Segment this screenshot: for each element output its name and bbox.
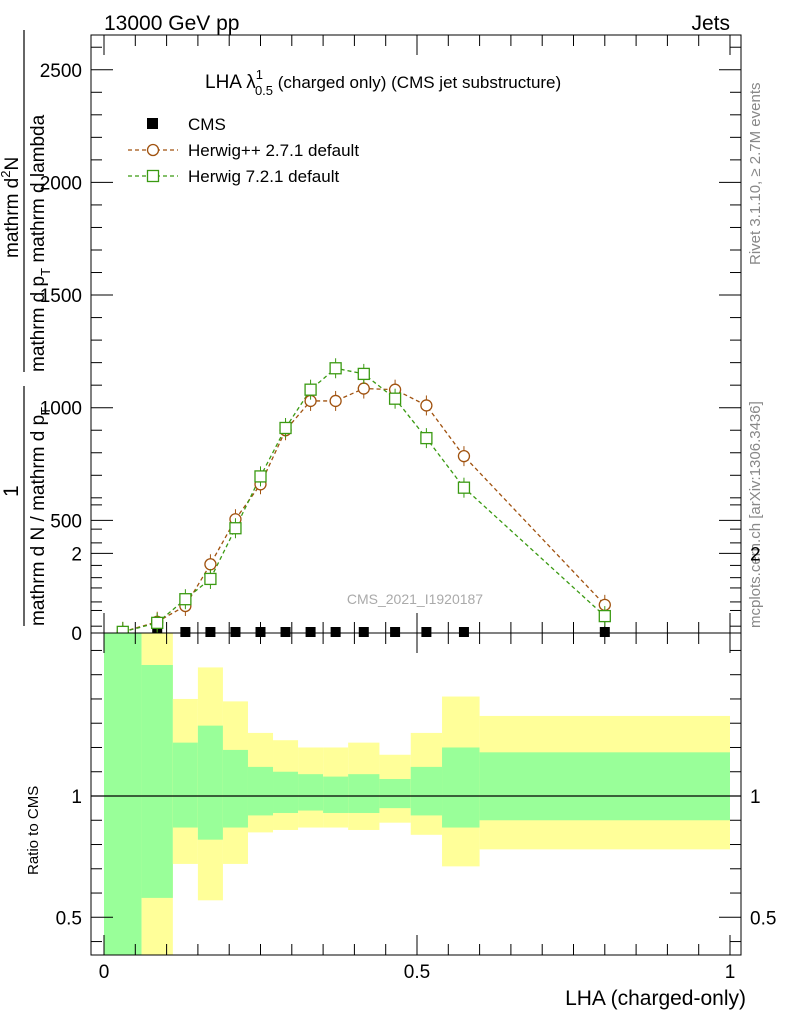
- legend-cms-label: CMS: [188, 115, 226, 134]
- cms-data-point: [358, 627, 369, 637]
- ratio-y-tick-label-right: 0.5: [750, 908, 776, 929]
- herwig7-data-point: [304, 383, 317, 396]
- ratio-inner-band: [348, 774, 380, 813]
- main-plot-title: LHA λ1 0.5 (charged only) (CMS jet substr…: [205, 67, 561, 98]
- cms-data-point: [599, 627, 610, 637]
- ratio-bands: [91, 633, 741, 955]
- ratio-inner-band: [410, 766, 443, 816]
- ylabel-numerator-n: N: [2, 157, 23, 171]
- main-y-tick-label: 500: [50, 511, 82, 532]
- ylabel-one: 1: [0, 485, 23, 497]
- x-tick-label: 0: [99, 962, 110, 983]
- series-line: [122, 387, 606, 633]
- cms-data-point: [255, 627, 266, 637]
- ylabel-numerator-d: mathrm d: [2, 178, 23, 258]
- analysis-watermark: CMS_2021_I1920187: [347, 591, 483, 607]
- cms-data-point: [180, 627, 191, 637]
- herwig7-data-point: [229, 522, 242, 535]
- ylabel-numerator-dlambda: mathrm d lambda: [28, 114, 49, 268]
- x-tick-label: 1: [725, 962, 736, 983]
- herwig7-data-point: [457, 481, 471, 494]
- cms-data-point: [230, 627, 241, 637]
- ratio-inner-band: [479, 752, 730, 821]
- ylabel-denominator-main: mathrm d N / mathrm d p: [28, 415, 49, 626]
- title-prefix: LHA λ: [205, 72, 256, 93]
- ratio-y-tick-label-right: 1: [750, 787, 761, 808]
- title-superscript: 1: [256, 67, 263, 82]
- ylabel-numerator-dp: mathrm d p: [28, 276, 49, 372]
- energy-label: 13000 GeV pp: [104, 12, 239, 35]
- herwigpp-data-point: [329, 394, 342, 408]
- cms-data-point: [205, 627, 216, 637]
- herwig7-data-point: [279, 421, 292, 435]
- ratio-y-axis-label: Ratio to CMS: [25, 786, 42, 875]
- ratio-inner-band: [323, 776, 349, 813]
- legend-herwigpp-marker: [146, 143, 160, 157]
- herwig7-data-point: [151, 616, 164, 630]
- herwigpp-data-point: [457, 449, 471, 463]
- ylabel-numerator-part1: mathrm d2N: [0, 157, 23, 258]
- herwig7-data-point: [357, 367, 370, 381]
- ratio-inner-band: [222, 749, 248, 828]
- legend-herwig7-label: Herwig 7.2.1 default: [188, 167, 339, 186]
- x-tick-label: 0.5: [404, 962, 430, 983]
- jets-label: Jets: [691, 12, 730, 35]
- title-subscript: 0.5: [255, 83, 273, 98]
- ratio-inner-band: [141, 664, 173, 898]
- main-y-tick-label: 0: [71, 624, 82, 645]
- ratio-plot-frame: [90, 632, 742, 956]
- herwig7-data-point: [598, 609, 611, 623]
- title-suffix: (charged only) (CMS jet substructure): [273, 73, 561, 92]
- main-plot-frame: [90, 34, 742, 634]
- ratio-y-tick-label: 2: [71, 544, 82, 565]
- cms-data-point: [458, 627, 469, 637]
- ratio-inner-band: [379, 779, 411, 809]
- x-axis-label: LHA (charged-only): [565, 987, 746, 1010]
- ylabel-denominator-sub: T: [38, 407, 53, 415]
- herwig7-data-point: [329, 362, 342, 375]
- legend-cms-marker: [147, 118, 158, 129]
- main-y-tick-label: 1000: [40, 399, 82, 420]
- ratio-inner-band: [298, 774, 324, 811]
- ratio-y-tick-label: 1: [71, 787, 82, 808]
- herwig7-data-point: [179, 593, 192, 606]
- herwigpp-data-point: [204, 558, 217, 571]
- ratio-inner-band: [197, 725, 223, 840]
- main-y-tick-label: 2500: [40, 61, 82, 82]
- legend: CMS Herwig++ 2.7.1 default Herwig 7.2.1 …: [128, 115, 359, 186]
- legend-herwigpp-label: Herwig++ 2.7.1 default: [188, 141, 359, 160]
- legend-herwig7-marker: [146, 169, 160, 183]
- herwig7-data-point: [420, 431, 433, 445]
- ratio-inner-band: [247, 766, 274, 816]
- herwig7-data-point: [204, 572, 217, 586]
- ylabel-numerator-sup: 2: [0, 171, 13, 178]
- herwigpp-data-point: [357, 382, 370, 395]
- cms-data-point: [280, 627, 291, 637]
- herwig7-data-point: [254, 470, 267, 483]
- cms-data-point: [305, 627, 316, 637]
- mcplots-label: mcplots.cern.ch [arXiv:1306.3436]: [747, 401, 764, 628]
- rivet-label: Rivet 3.1.10, ≥ 2.7M events: [747, 83, 764, 266]
- herwig7-data-point: [388, 392, 402, 405]
- ratio-inner-band: [104, 633, 142, 955]
- ratio-inner-band: [172, 742, 198, 828]
- ratio-y-tick-label: 0.5: [56, 908, 82, 929]
- main-y-axis-label: 1 mathrm d N / mathrm d pT mathrm d2N ma…: [0, 30, 53, 626]
- cms-data-point: [421, 627, 432, 637]
- ylabel-numerator-dp-sub: T: [38, 268, 53, 276]
- ratio-inner-band: [442, 747, 480, 828]
- ylabel-numerator-part2: mathrm d pT mathrm d lambda: [28, 114, 53, 372]
- cms-data-point: [390, 627, 401, 637]
- ratio-inner-band: [273, 771, 299, 813]
- ratio-axis-ticks: 0.5 0.5 1 1 2 2 0 0.5 1: [56, 504, 776, 983]
- ylabel-denominator: mathrm d N / mathrm d pT: [28, 407, 53, 626]
- ratio-y-tick-label-right: 2: [750, 544, 761, 565]
- cms-data-point: [330, 627, 341, 637]
- main-data-series: [116, 358, 611, 642]
- herwigpp-data-point: [420, 399, 433, 412]
- main-y-tick-label: 1500: [40, 286, 82, 307]
- main-y-tick-label: 2000: [40, 173, 82, 194]
